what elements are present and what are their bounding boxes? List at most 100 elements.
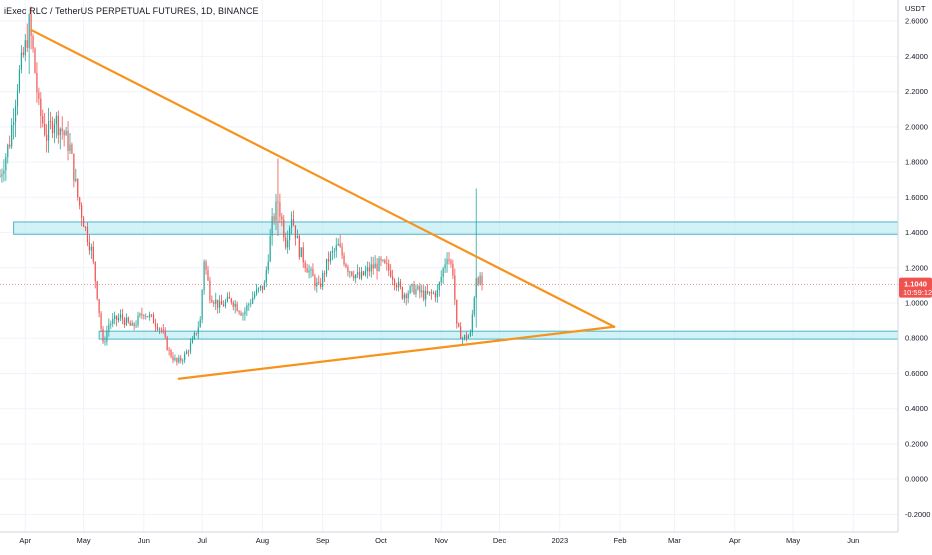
candle-body xyxy=(38,92,40,99)
candle-body xyxy=(463,335,466,339)
candle xyxy=(392,269,394,286)
candle xyxy=(222,300,225,307)
candle xyxy=(67,121,69,161)
candle xyxy=(323,270,326,282)
candle-body xyxy=(236,303,238,311)
candle-body xyxy=(351,271,353,276)
candle-body xyxy=(401,287,403,299)
candle-body xyxy=(452,263,454,276)
candle xyxy=(283,215,285,242)
candle xyxy=(160,327,162,334)
candle-body xyxy=(79,197,81,206)
candle-body xyxy=(184,353,186,361)
candle xyxy=(302,242,304,268)
candle-body xyxy=(442,268,444,277)
candle xyxy=(44,113,46,137)
candle xyxy=(213,300,215,307)
time-tick-label: May xyxy=(76,536,90,545)
candle-body xyxy=(273,216,275,221)
candle-body xyxy=(96,281,98,300)
candle xyxy=(452,259,454,280)
candle xyxy=(355,274,357,284)
price-tick-label: 2.6000 xyxy=(905,17,928,26)
candle xyxy=(378,256,380,272)
candle-body xyxy=(86,227,89,243)
candle xyxy=(168,347,170,356)
candle-body xyxy=(154,323,157,327)
candle xyxy=(47,107,50,153)
candle-body xyxy=(444,264,446,269)
candle-body xyxy=(22,52,24,56)
last-price-value: 1.1040 xyxy=(904,280,927,289)
candle xyxy=(234,300,236,314)
candle-body xyxy=(407,293,409,299)
candle xyxy=(277,158,279,237)
candle-body xyxy=(158,328,160,330)
candle xyxy=(102,325,104,345)
candle-body xyxy=(362,271,365,276)
candle xyxy=(244,307,246,321)
candle xyxy=(425,286,427,307)
candle-body xyxy=(145,316,147,317)
candle-body xyxy=(20,52,22,70)
candle-body xyxy=(100,313,102,329)
candle-body xyxy=(9,144,11,147)
candle-body xyxy=(477,277,479,285)
candle-body xyxy=(265,270,267,283)
candle xyxy=(61,116,63,140)
candle xyxy=(197,321,199,339)
candle xyxy=(357,264,359,278)
candle-body xyxy=(123,319,126,326)
candle xyxy=(405,292,407,306)
candle-body xyxy=(432,292,435,294)
candle xyxy=(24,33,26,62)
candle xyxy=(11,118,13,150)
candle xyxy=(374,255,376,269)
candle xyxy=(75,168,77,183)
time-axis[interactable]: Apr May Jun Jul Aug Sep Oct Nov Dec 2023 Feb Mar Apr… xyxy=(0,531,898,545)
candle xyxy=(263,280,265,290)
candle xyxy=(347,264,349,277)
candle-body xyxy=(18,69,21,91)
upper-trendline xyxy=(29,28,616,328)
candle-body xyxy=(180,357,182,361)
candle-body xyxy=(366,267,368,272)
candle-body xyxy=(430,291,433,294)
candle xyxy=(180,354,182,364)
chart-title: iExec RLC / TetherUS PERPETUAL FUTURES, … xyxy=(4,6,259,16)
candle-body xyxy=(292,219,295,226)
candle-body xyxy=(168,350,170,351)
candle-body xyxy=(343,255,345,265)
candle-body xyxy=(302,247,304,263)
candle xyxy=(345,262,347,269)
candle-body xyxy=(390,270,392,277)
price-tick-label: 1.6000 xyxy=(905,193,928,202)
candle-body xyxy=(450,260,452,264)
candle xyxy=(238,309,240,315)
candle-body xyxy=(279,202,281,217)
candle xyxy=(152,312,155,324)
candle xyxy=(421,284,423,298)
candle xyxy=(267,254,269,274)
candle xyxy=(71,142,73,155)
candle xyxy=(18,64,21,94)
candle-body xyxy=(306,268,308,273)
candle-body xyxy=(423,290,425,300)
candle xyxy=(403,292,405,304)
candle-body xyxy=(337,243,339,246)
price-unit-label: USDT xyxy=(905,4,926,13)
candle xyxy=(162,323,164,334)
candle-body xyxy=(135,325,137,327)
candle-body xyxy=(436,289,438,298)
candle xyxy=(465,331,468,342)
candle xyxy=(176,357,178,366)
candle xyxy=(386,256,388,271)
price-axis[interactable]: USDT 2.6000 2.4000 2.2000 2.0000 1.8000 1.600… xyxy=(897,0,930,532)
candle xyxy=(333,247,335,259)
candle xyxy=(380,255,382,267)
candle-body xyxy=(242,314,244,316)
candle xyxy=(329,250,332,265)
candle xyxy=(170,348,172,359)
